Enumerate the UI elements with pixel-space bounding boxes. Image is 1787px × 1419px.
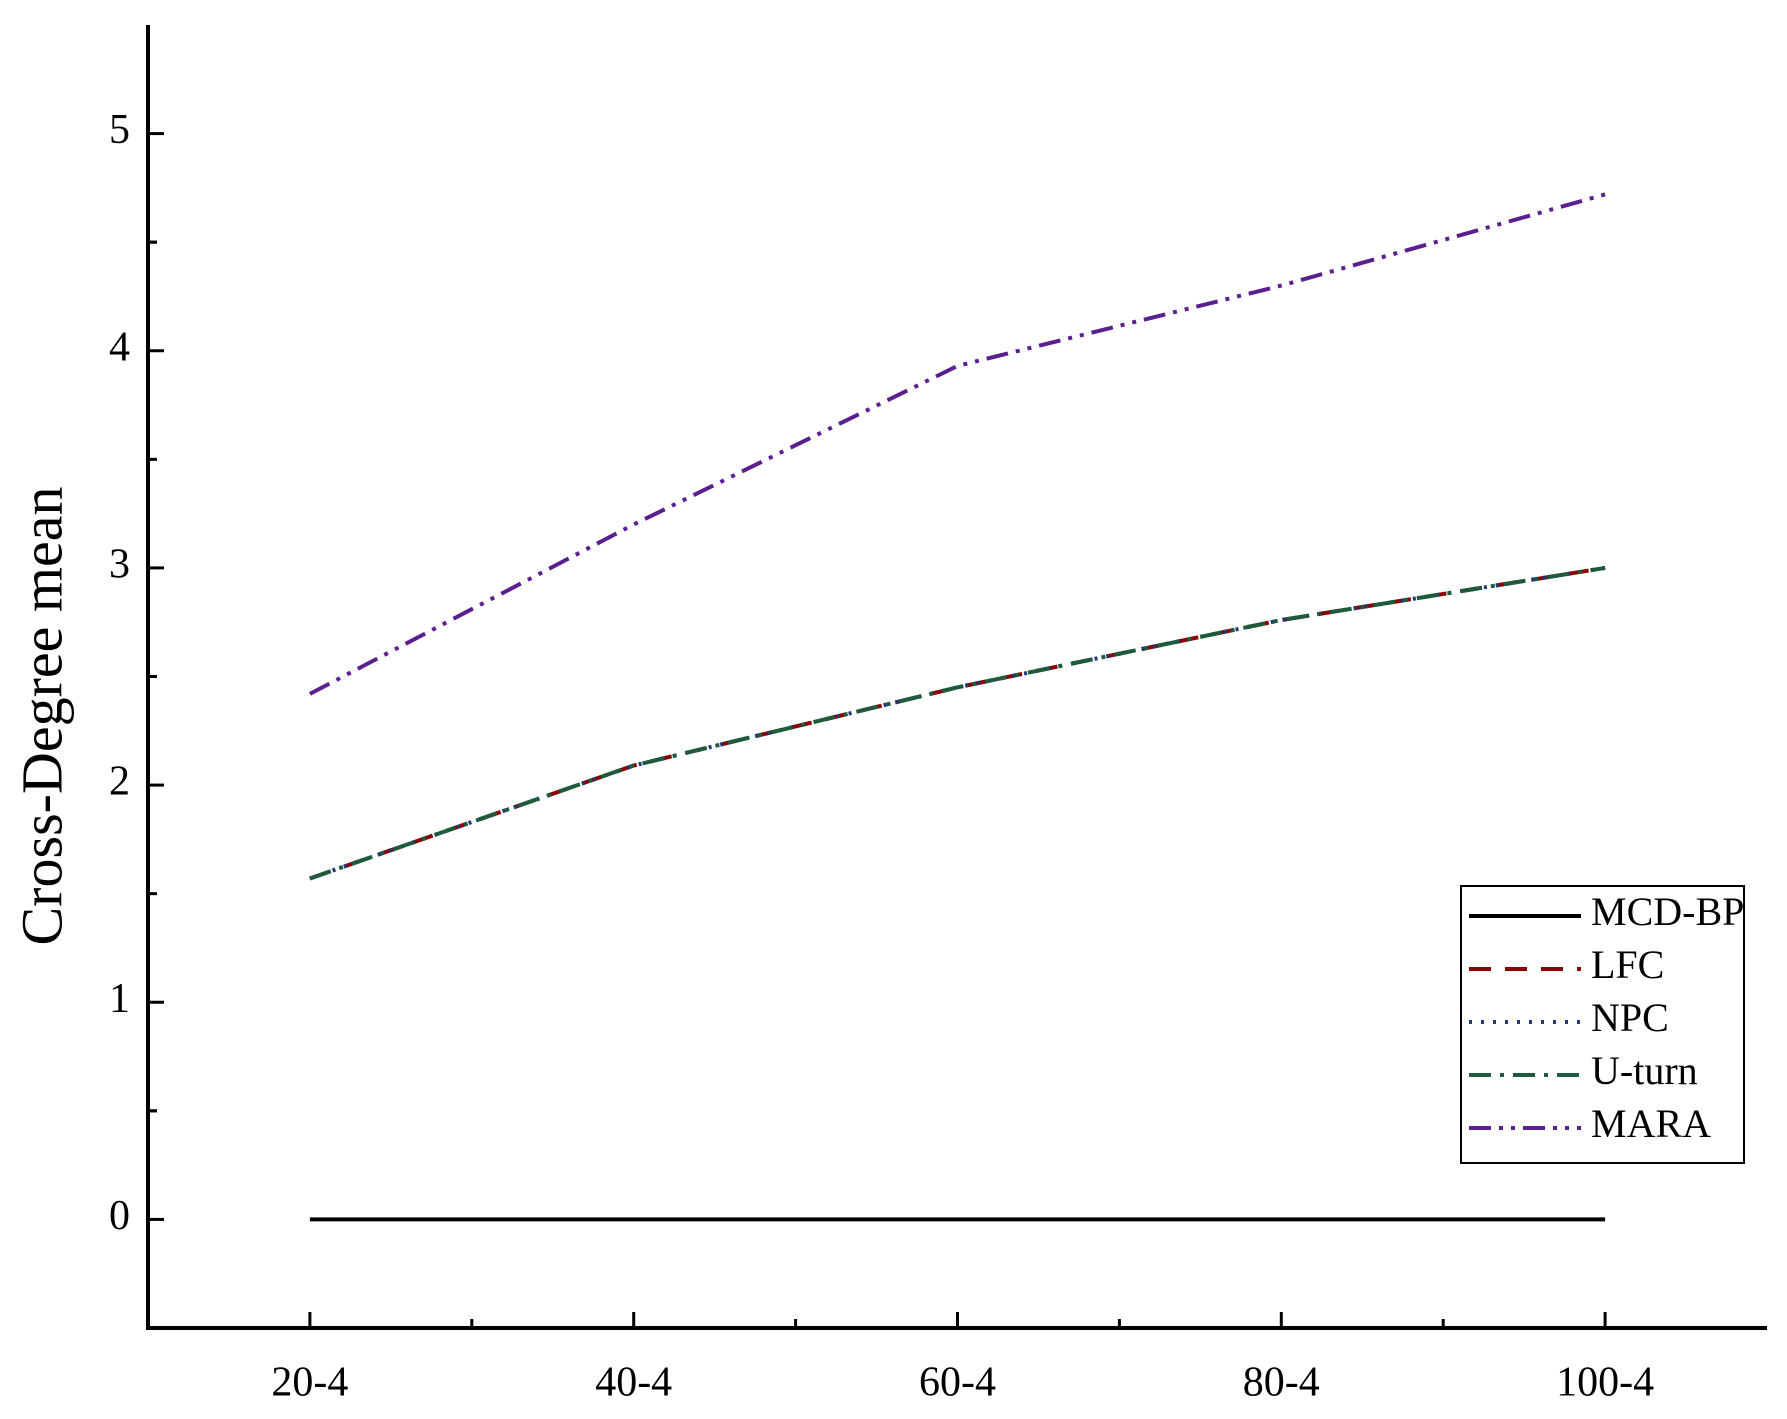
legend-box [1460, 885, 1745, 1164]
x-tick-label: 20-4 [271, 1360, 348, 1406]
y-tick-label: 0 [109, 1193, 130, 1239]
y-tick-label: 4 [109, 324, 130, 370]
series-line [309, 565, 1606, 881]
y-tick-label: 2 [109, 759, 130, 805]
series-line [308, 192, 1606, 696]
x-tick-label: 100-4 [1556, 1360, 1654, 1406]
y-tick-label: 3 [109, 542, 130, 588]
legend-label: MARA [1591, 1101, 1711, 1146]
series-line [309, 565, 1606, 881]
x-tick-label: 80-4 [1243, 1360, 1320, 1406]
legend-label: U-turn [1591, 1048, 1698, 1093]
legend-label: NPC [1591, 995, 1669, 1040]
legend-label: LFC [1591, 942, 1664, 987]
x-tick-label: 60-4 [919, 1360, 996, 1406]
y-tick-label: 5 [109, 107, 130, 153]
y-axis-label: Cross-Degree mean [9, 487, 74, 946]
legend-label: MCD-BP [1591, 889, 1744, 934]
series-line [309, 565, 1606, 881]
x-tick-label: 40-4 [595, 1360, 672, 1406]
y-tick-label: 1 [109, 976, 130, 1022]
